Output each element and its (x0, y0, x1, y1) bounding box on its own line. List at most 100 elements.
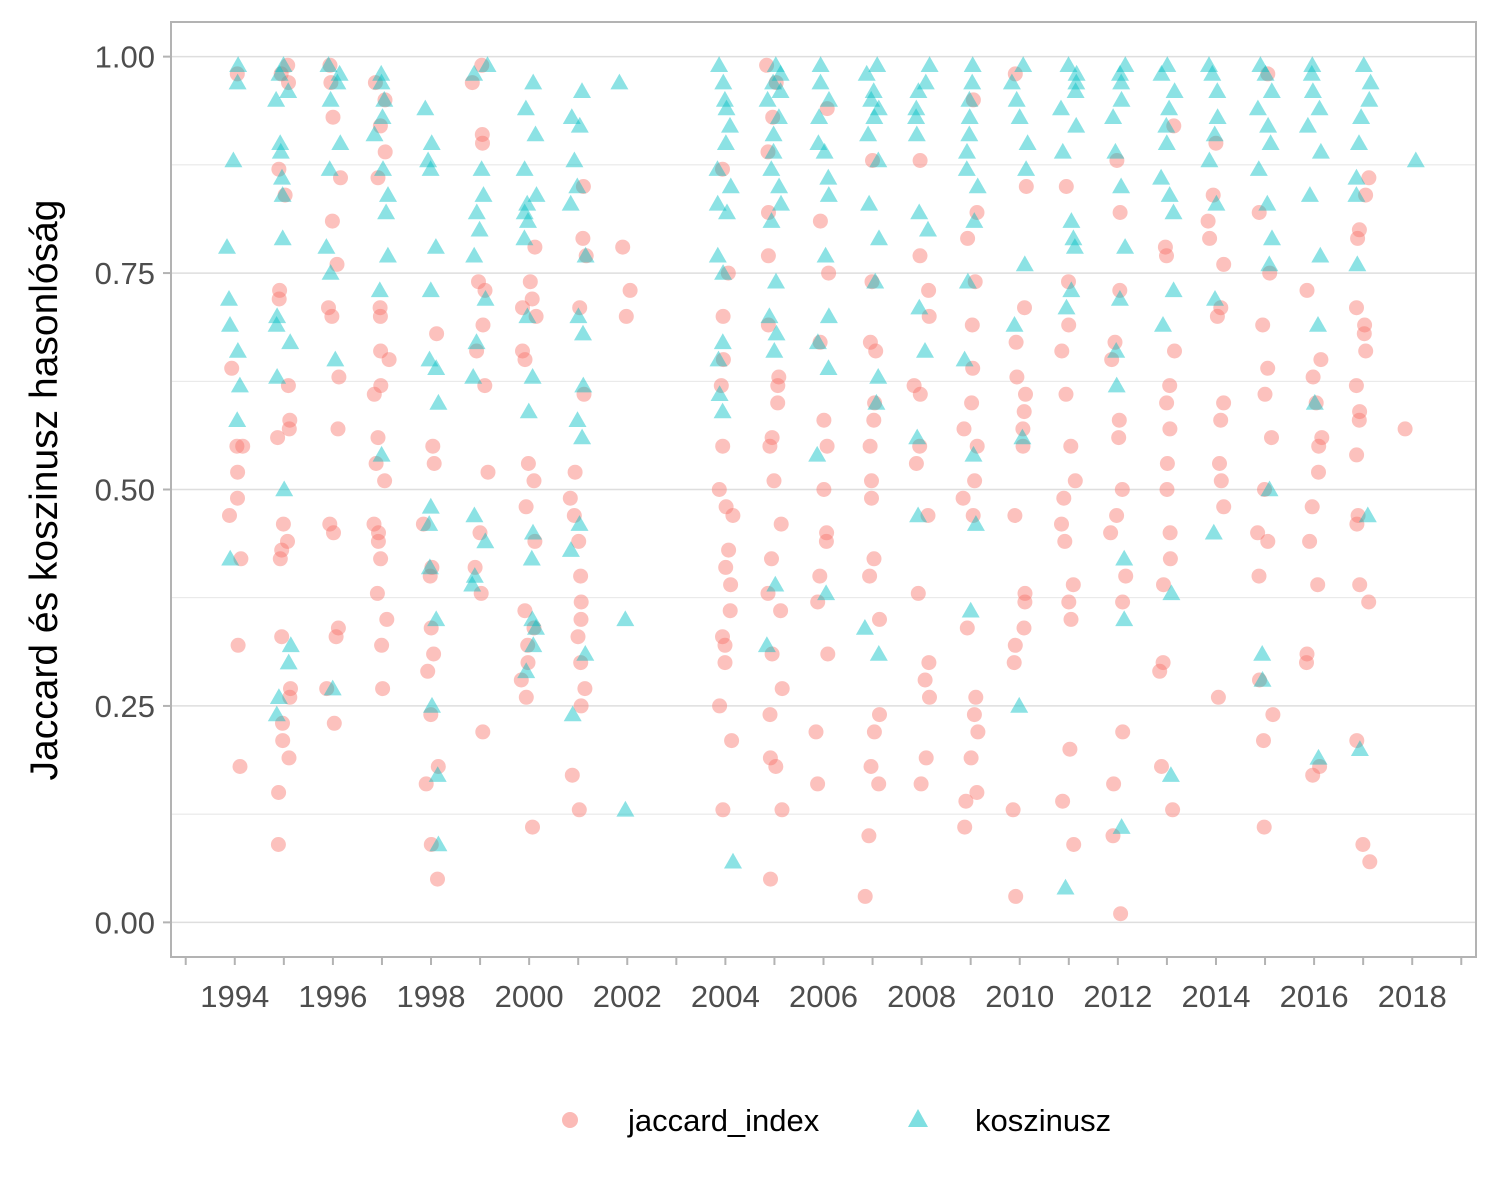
data-point-koszinusz (1253, 671, 1272, 687)
data-point-koszinusz (515, 229, 534, 246)
data-point-koszinusz (426, 238, 445, 254)
data-point-koszinusz (960, 90, 979, 107)
data-point-jaccard-index (1114, 482, 1130, 497)
data-point-koszinusz (1052, 99, 1070, 116)
data-point-jaccard-index (1109, 508, 1125, 523)
data-point-jaccard-index (1252, 672, 1267, 688)
data-point-jaccard-index (721, 542, 737, 558)
data-point-jaccard-index (1055, 793, 1071, 809)
data-point-jaccard-index (718, 559, 734, 575)
data-point-koszinusz (526, 125, 545, 142)
data-point-jaccard-index (418, 776, 434, 792)
data-point-jaccard-index (1251, 205, 1267, 220)
data-point-koszinusz (717, 99, 736, 116)
data-point-jaccard-index (812, 334, 828, 350)
data-point-koszinusz (330, 64, 349, 81)
data-point-jaccard-index (1312, 759, 1328, 774)
data-point-jaccard-index (1061, 317, 1077, 333)
data-point-jaccard-index (426, 456, 442, 471)
data-point-koszinusz (1310, 99, 1329, 116)
legend-key-jaccard-index (562, 1112, 578, 1128)
data-point-koszinusz (281, 333, 300, 350)
data-point-jaccard-index (371, 525, 386, 541)
data-point-jaccard-index (1212, 456, 1227, 471)
data-point-jaccard-index (475, 317, 491, 333)
data-point-jaccard-index (760, 248, 776, 264)
data-point-jaccard-index (618, 308, 634, 324)
data-point-jaccard-index (965, 360, 981, 376)
data-point-jaccard-index (475, 135, 490, 151)
data-point-jaccard-index (325, 109, 341, 125)
data-point-koszinusz (267, 316, 286, 332)
data-point-jaccard-index (774, 802, 790, 818)
data-point-koszinusz (1152, 64, 1171, 81)
data-point-jaccard-index (1067, 473, 1083, 489)
data-point-koszinusz (427, 359, 446, 375)
x-tick-label: 2018 (1378, 979, 1447, 1014)
y-tick-label: 0.50 (95, 473, 155, 508)
x-tick-label: 2006 (789, 979, 858, 1014)
data-point-jaccard-index (956, 421, 972, 437)
data-point-jaccard-index (1016, 620, 1032, 636)
y-tick-label: 0.00 (95, 905, 155, 940)
data-point-jaccard-index (912, 386, 928, 402)
data-point-koszinusz (220, 290, 238, 306)
legend-key-koszinusz (908, 1109, 928, 1127)
data-point-koszinusz (568, 411, 587, 427)
data-point-jaccard-index (319, 681, 335, 697)
data-point-jaccard-index (575, 179, 591, 194)
data-point-koszinusz (429, 393, 448, 410)
data-point-koszinusz (1249, 160, 1268, 176)
data-point-jaccard-index (275, 733, 291, 749)
data-point-jaccard-index (1256, 733, 1271, 749)
data-point-jaccard-index (562, 490, 578, 506)
data-point-koszinusz (1208, 82, 1227, 98)
data-point-jaccard-index (968, 689, 984, 705)
data-point-jaccard-index (330, 620, 346, 636)
data-point-koszinusz (1354, 56, 1373, 72)
data-point-jaccard-index (520, 456, 536, 471)
data-point-jaccard-index (1063, 438, 1079, 454)
data-point-jaccard-index (963, 750, 979, 766)
data-point-koszinusz (1256, 64, 1275, 81)
data-point-jaccard-index (1018, 386, 1033, 402)
data-point-jaccard-index (274, 629, 290, 645)
data-point-koszinusz (373, 108, 392, 124)
data-point-koszinusz (1067, 116, 1086, 133)
data-point-koszinusz (965, 212, 984, 228)
data-point-jaccard-index (282, 412, 298, 428)
data-point-koszinusz (1112, 177, 1131, 194)
data-point-koszinusz (271, 134, 290, 150)
data-point-jaccard-index (1156, 577, 1171, 593)
data-point-jaccard-index (913, 776, 929, 792)
data-point-koszinusz (1253, 645, 1272, 661)
data-point-koszinusz (1300, 186, 1319, 202)
data-point-koszinusz (570, 515, 589, 531)
data-point-jaccard-index (1349, 516, 1365, 532)
data-point-koszinusz (1260, 480, 1279, 497)
data-point-jaccard-index (1112, 205, 1128, 220)
data-point-koszinusz (1106, 142, 1125, 159)
data-point-jaccard-index (377, 92, 393, 108)
data-point-koszinusz (1406, 151, 1425, 168)
data-point-jaccard-index (233, 551, 249, 567)
data-point-koszinusz (1207, 194, 1226, 211)
data-point-jaccard-index (808, 724, 824, 740)
data-point-jaccard-index (477, 378, 493, 394)
data-point-jaccard-index (921, 655, 937, 671)
data-point-koszinusz (1062, 212, 1081, 228)
data-point-jaccard-index (1257, 386, 1273, 402)
data-point-koszinusz (907, 125, 926, 142)
data-point-jaccard-index (1106, 776, 1122, 792)
data-point-jaccard-index (379, 611, 395, 627)
data-point-koszinusz (372, 64, 391, 81)
data-point-koszinusz (328, 73, 347, 90)
data-point-jaccard-index (774, 681, 790, 697)
data-point-jaccard-index (1358, 343, 1374, 359)
data-point-koszinusz (1165, 82, 1184, 98)
legend-label-koszinusz: koszinusz (975, 1103, 1111, 1138)
data-point-jaccard-index (473, 585, 489, 601)
data-point-jaccard-index (810, 594, 826, 610)
data-point-jaccard-index (477, 282, 493, 298)
data-point-koszinusz (1067, 73, 1086, 90)
